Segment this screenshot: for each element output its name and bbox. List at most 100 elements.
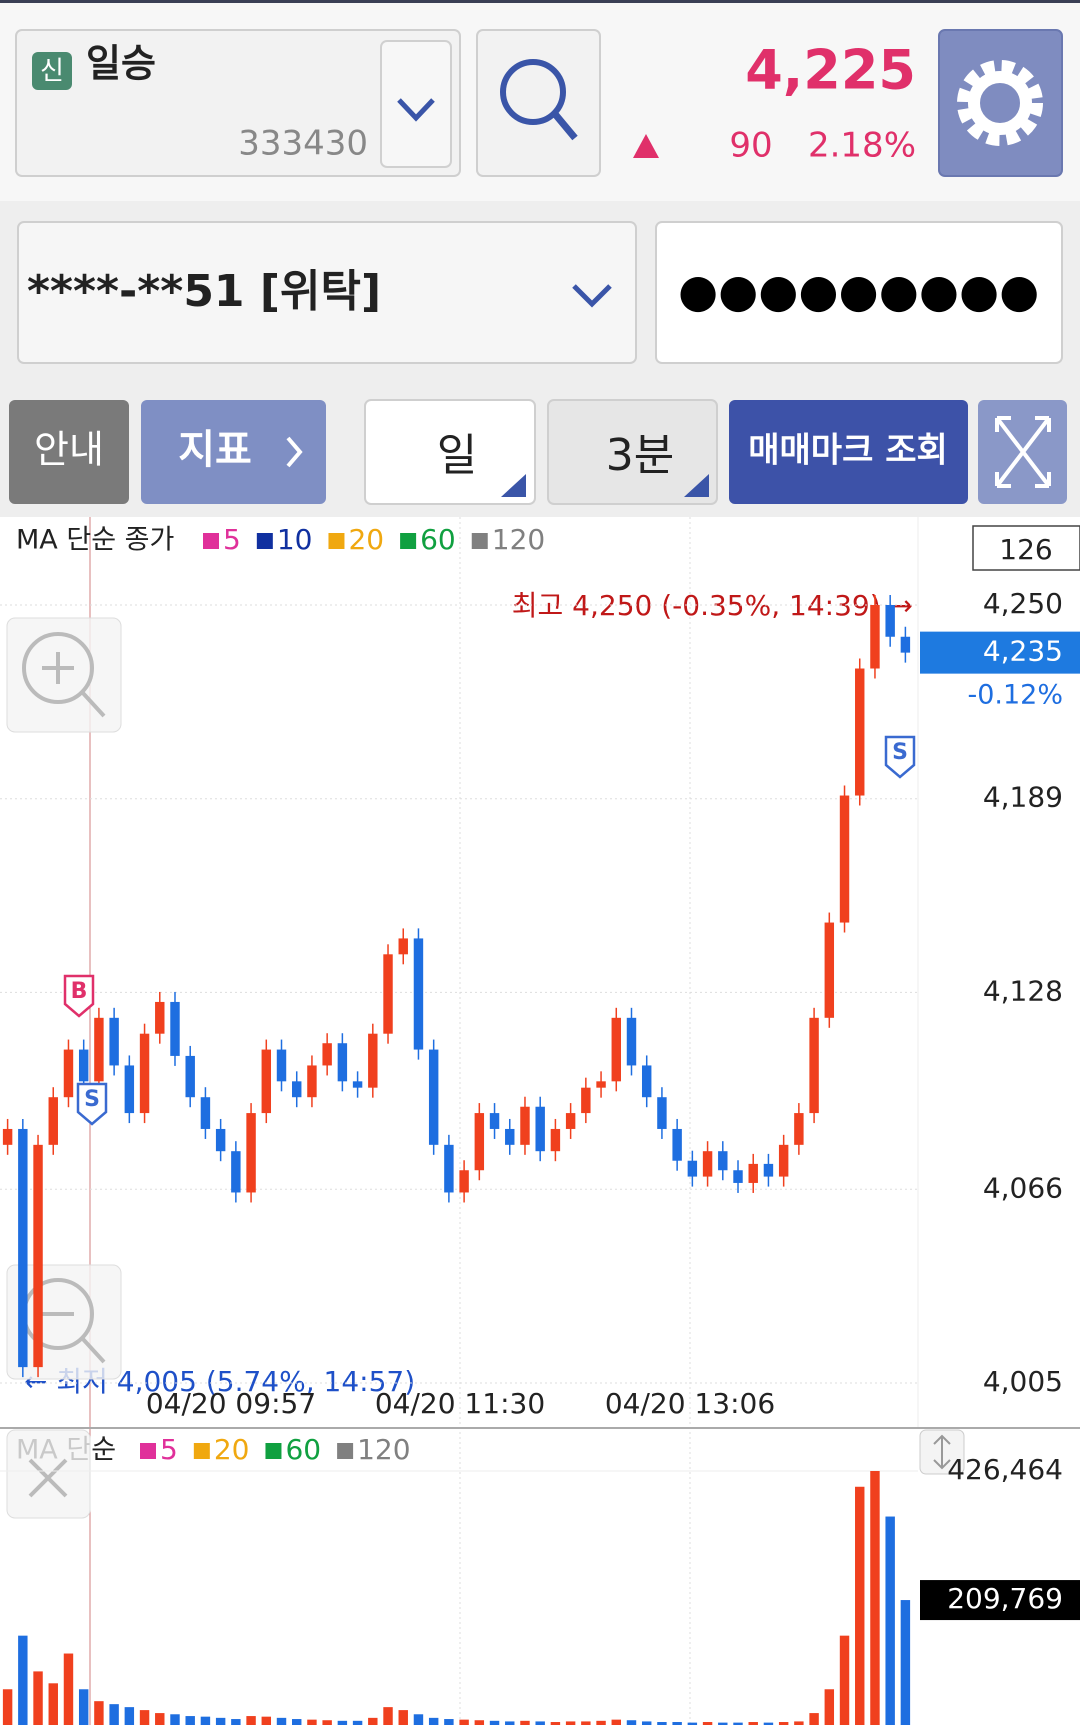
candle	[18, 1128, 28, 1368]
x-label: 04/20 11:30	[375, 1387, 545, 1420]
chevron	[572, 284, 612, 308]
candle	[398, 938, 408, 955]
volume-bar	[596, 1720, 606, 1725]
account-select[interactable]	[17, 221, 637, 364]
account-number: ****-**51 [위탁]	[27, 266, 381, 317]
search-button[interactable]	[476, 29, 601, 177]
indicator-button[interactable]	[141, 400, 326, 504]
candle	[581, 1087, 591, 1114]
interval-label: 3분	[606, 430, 674, 481]
badge: 신	[40, 57, 64, 87]
stock-dropdown[interactable]	[380, 40, 452, 168]
y-tick-label: 4,189	[983, 781, 1063, 814]
corner	[501, 474, 526, 497]
indicator-label: 지표	[178, 427, 252, 473]
legend-item: 10	[277, 523, 313, 556]
interval-button[interactable]	[547, 399, 718, 505]
corner	[684, 474, 709, 497]
candle	[383, 954, 393, 1034]
candle	[626, 1017, 637, 1066]
candle	[733, 1170, 743, 1183]
candle	[185, 1055, 195, 1098]
y-tick-label: 4,128	[983, 974, 1063, 1007]
volume-bar	[33, 1671, 43, 1725]
volume-bar	[626, 1720, 637, 1725]
candle	[368, 1033, 378, 1088]
trade-marks-button[interactable]	[729, 400, 968, 504]
count: 126	[999, 533, 1052, 566]
legend-item: 120	[492, 523, 545, 556]
volume-bar	[246, 1716, 256, 1725]
volume-bar	[657, 1722, 667, 1725]
volume-bar	[63, 1653, 74, 1725]
volume-bar	[672, 1722, 682, 1725]
volume-bar	[778, 1722, 789, 1725]
volume-bar	[322, 1720, 332, 1725]
trade-marks-label: 매매마크 조회	[748, 431, 948, 471]
legend-item: 120	[357, 1433, 410, 1466]
password: ●●●●●●●●●	[678, 264, 1039, 318]
candle	[337, 1043, 348, 1082]
legend-swatch	[265, 1443, 282, 1459]
period-button[interactable]	[364, 399, 536, 505]
volume-bar	[809, 1713, 819, 1725]
expand-icon	[995, 416, 1051, 488]
y-tick-label: 4,250	[983, 587, 1063, 620]
candle	[428, 1049, 439, 1145]
change-rate: 2.18%	[808, 126, 916, 166]
top-border	[0, 0, 1080, 3]
volume-bar	[170, 1714, 180, 1725]
volume-bar	[185, 1716, 195, 1725]
candle	[596, 1081, 606, 1088]
count-box	[972, 525, 1080, 571]
candle	[352, 1081, 363, 1088]
candle	[215, 1128, 226, 1152]
volume-bar	[337, 1720, 348, 1725]
candle	[276, 1049, 287, 1082]
volume-bar	[474, 1720, 485, 1725]
close-icon	[28, 1458, 68, 1498]
stock-box[interactable]	[15, 29, 461, 177]
settings-button[interactable]	[938, 29, 1063, 177]
legend-swatch	[400, 533, 417, 549]
ma-legend: MA 단순 종가	[16, 525, 174, 556]
legend-swatch	[203, 533, 219, 549]
password-input[interactable]	[655, 221, 1063, 364]
candle	[748, 1163, 758, 1183]
trade-marker-label: B	[71, 979, 88, 1004]
candle	[687, 1160, 698, 1177]
legend-item: 5	[223, 523, 241, 556]
volume-bar	[505, 1721, 515, 1725]
candle	[94, 1017, 104, 1082]
legend-swatch	[337, 1443, 354, 1459]
close-indicator[interactable]	[6, 1429, 91, 1519]
current-price-tag	[920, 631, 1080, 674]
candle	[520, 1106, 530, 1145]
volume-bar	[641, 1721, 652, 1725]
volume-bar	[398, 1710, 408, 1725]
candle	[794, 1113, 804, 1145]
volume-bar	[383, 1707, 393, 1725]
volume-bar	[124, 1707, 135, 1725]
candle	[489, 1113, 500, 1129]
current-price: 4,235	[983, 635, 1063, 668]
trade-marker	[63, 974, 95, 1018]
candle	[702, 1151, 713, 1177]
y-tick-label: 426,464	[947, 1453, 1063, 1486]
volume-bar	[200, 1716, 211, 1725]
volume-bar	[718, 1722, 728, 1725]
gear	[957, 60, 1043, 146]
candle	[535, 1106, 545, 1152]
resize-icon	[933, 1434, 951, 1470]
badge-bg	[32, 52, 72, 90]
candle	[809, 1017, 819, 1114]
candle	[718, 1151, 728, 1171]
x-label: 04/20 13:06	[605, 1387, 775, 1420]
candle	[63, 1049, 74, 1098]
trade-marker-label: S	[84, 1087, 100, 1112]
volume-bar	[215, 1717, 226, 1725]
candle	[200, 1097, 211, 1129]
info-button[interactable]	[9, 400, 129, 504]
candle	[231, 1151, 241, 1193]
search-icon	[552, 111, 578, 141]
